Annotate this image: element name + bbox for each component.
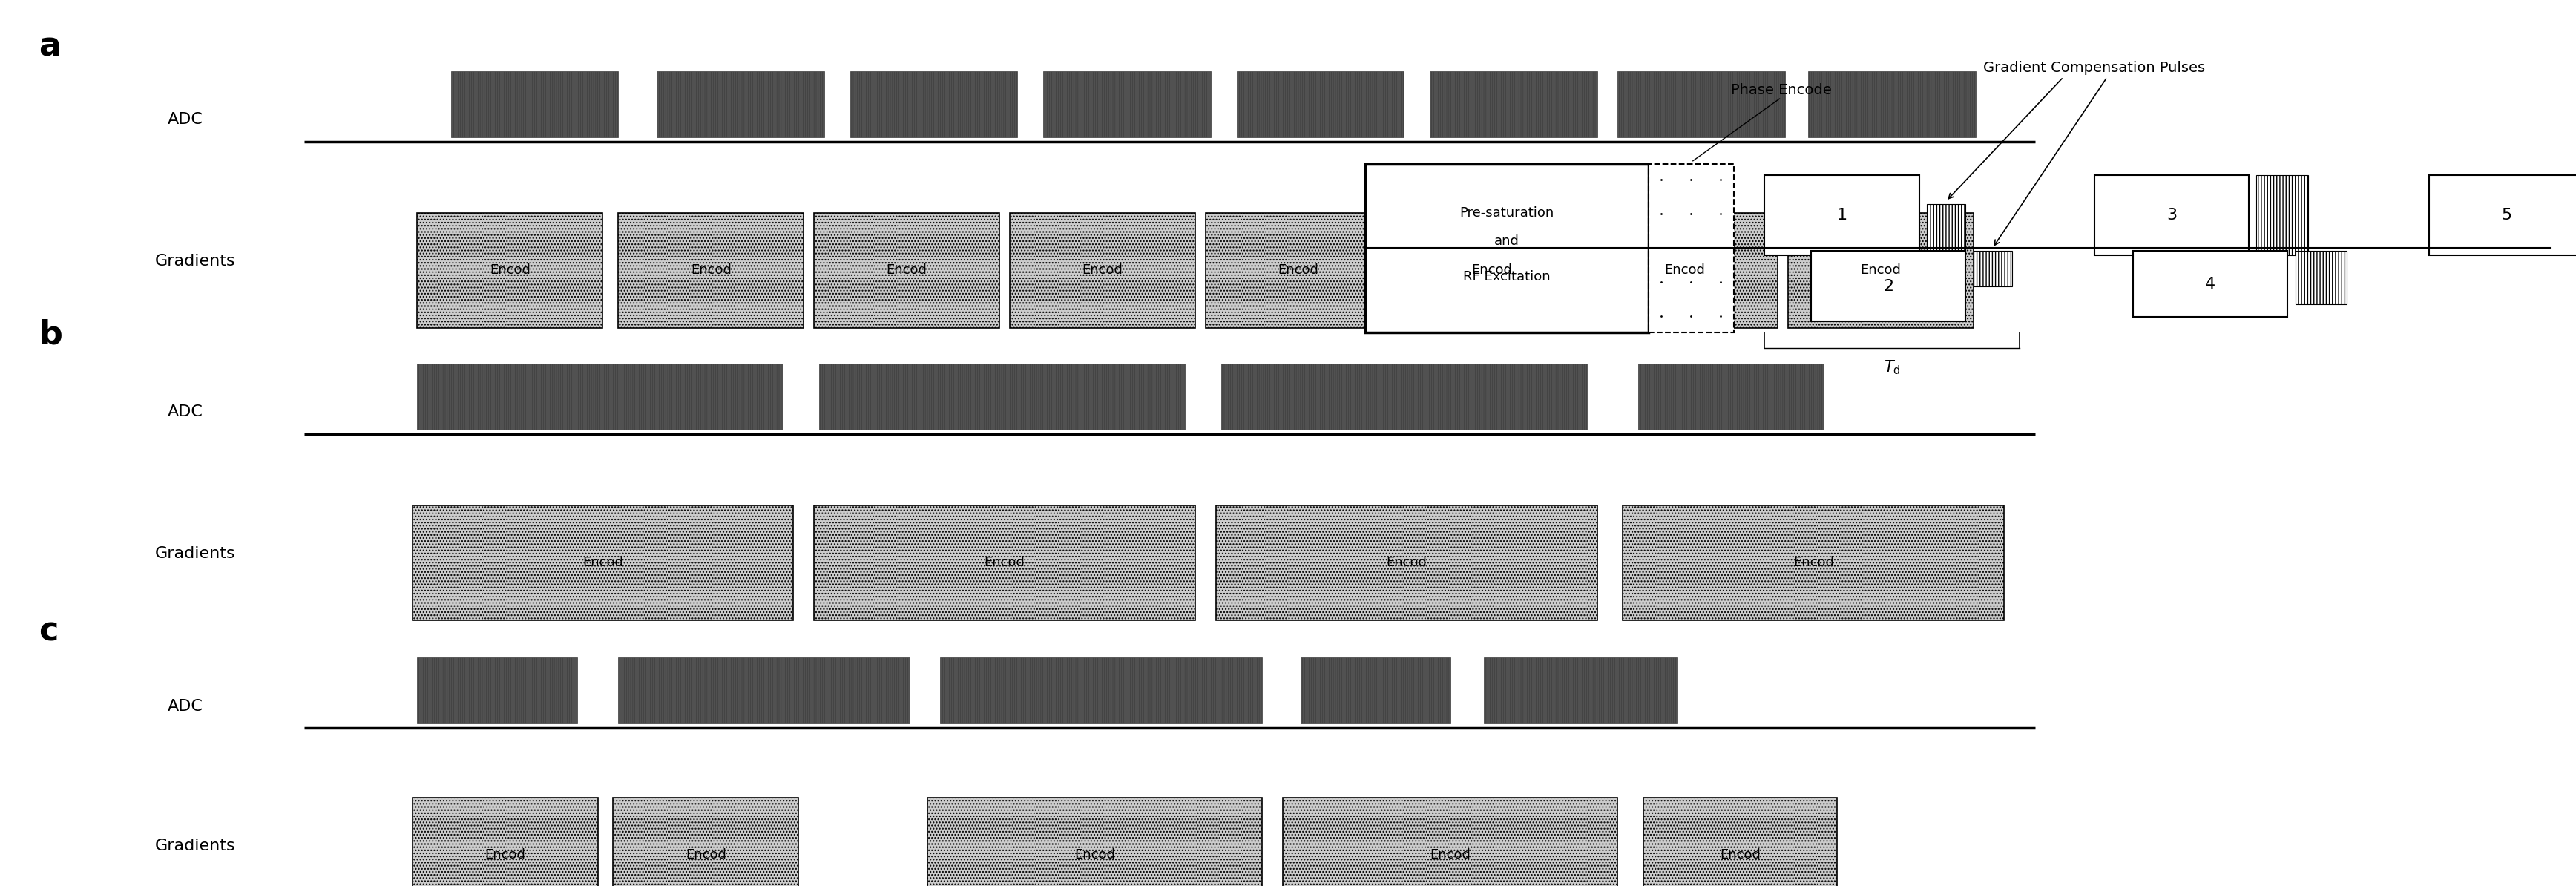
Bar [618,657,909,724]
Bar [2429,175,2576,255]
Text: a: a [39,31,62,63]
Text: Encod: Encod [489,263,531,277]
Text: Gradients: Gradients [155,254,234,268]
Text: 3: 3 [2166,208,2177,222]
Bar [613,797,799,886]
Bar [1043,71,1211,137]
Bar [1283,797,1618,886]
Text: Encod: Encod [1664,263,1705,277]
Text: 4: 4 [2205,276,2215,291]
Text: Encod: Encod [984,556,1025,570]
Bar [1638,363,1824,430]
Text: Encod: Encod [685,848,726,862]
Bar [417,213,603,328]
Text: Encod: Encod [484,848,526,862]
Bar [2094,175,2249,255]
Text: RF Excitation: RF Excitation [1463,269,1551,284]
Bar [1811,251,1965,322]
Text: b: b [39,319,62,351]
Bar [417,363,783,430]
Bar [1365,164,1649,332]
Text: Encod: Encod [1430,848,1471,862]
Text: 5: 5 [2501,208,2512,222]
Bar [1623,505,2004,620]
Bar [1399,213,1584,328]
Text: Encod: Encod [1082,263,1123,277]
Bar [1430,71,1597,137]
Bar [940,657,1262,724]
Bar [2133,251,2287,317]
Bar [2257,175,2308,255]
Text: Phase Encode: Phase Encode [1731,83,1832,97]
Bar [412,505,793,620]
Bar [1221,363,1587,430]
Bar [1010,213,1195,328]
Bar [1216,505,1597,620]
Bar [1206,213,1391,328]
Text: ADC: ADC [167,113,204,127]
Text: Gradients: Gradients [155,547,234,561]
Text: Encod: Encod [1074,848,1115,862]
Text: Pre-saturation: Pre-saturation [1461,206,1553,220]
Text: Encod: Encod [1721,848,1759,862]
Bar [814,213,999,328]
Bar [814,505,1195,620]
Bar [1788,213,1973,328]
Bar [819,363,1185,430]
Bar [927,797,1262,886]
Text: ADC: ADC [167,699,204,713]
Bar [412,797,598,886]
Bar [1484,657,1677,724]
Text: Encod: Encod [1471,263,1512,277]
Bar [1236,71,1404,137]
Bar [451,71,618,137]
Text: Encod: Encod [690,263,732,277]
Bar [2295,251,2347,304]
Text: c: c [39,616,59,648]
Text: Encod: Encod [886,263,927,277]
Text: 1: 1 [1837,208,1847,222]
Bar [1643,797,1837,886]
Bar [1592,213,1777,328]
Bar [1973,251,2012,286]
Bar [1301,657,1450,724]
Text: Encod: Encod [1793,556,1834,570]
Text: 2: 2 [1883,279,1893,293]
Text: Encod: Encod [582,556,623,570]
Bar [1765,175,1919,255]
Text: and: and [1494,234,1520,248]
Bar [417,657,577,724]
Bar [1618,71,1785,137]
Bar [618,213,804,328]
Text: Encod: Encod [1278,263,1319,277]
Bar [1649,164,1734,332]
Text: Encod: Encod [1860,263,1901,277]
Bar [657,71,824,137]
Text: Gradient Compensation Pulses: Gradient Compensation Pulses [1984,61,2205,75]
Text: Gradients: Gradients [155,839,234,853]
Text: ADC: ADC [167,405,204,419]
Bar [1808,71,1976,137]
Bar [1927,204,1965,253]
Bar [850,71,1018,137]
Text: $T_{\rm d}$: $T_{\rm d}$ [1883,359,1901,377]
Text: Encod: Encod [1386,556,1427,570]
